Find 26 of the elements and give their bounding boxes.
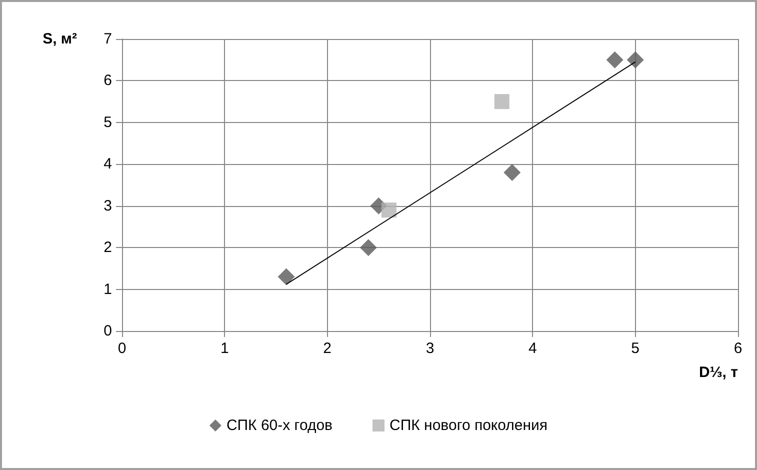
y-tick-label: 4 [104, 156, 112, 173]
y-tick-label: 6 [104, 72, 112, 90]
y-tick-label: 2 [104, 239, 112, 256]
x-tick-label: 5 [631, 340, 640, 357]
point [626, 51, 644, 68]
x-tick-label: 4 [528, 340, 537, 357]
legend-label: СПК нового поколения [390, 417, 548, 434]
x-tick-label: 2 [323, 340, 332, 357]
x-axis-title: D⅓, т [698, 364, 738, 381]
y-tick-label: 7 [104, 30, 112, 48]
y-tick-label: 1 [104, 280, 112, 298]
x-tick-label: 3 [426, 340, 434, 357]
y-tick-label: 5 [104, 114, 112, 131]
legend-label: СПК 60-х годов [226, 417, 333, 434]
y-axis-title: S, м² [42, 30, 77, 48]
x-tick-label: 6 [734, 340, 742, 357]
point [360, 239, 377, 256]
point [606, 51, 624, 68]
y-tick-label: 3 [104, 197, 112, 214]
x-tick-label: 1 [220, 340, 229, 357]
point [278, 268, 295, 286]
point [494, 94, 510, 110]
point [381, 202, 396, 218]
x-tick-label: 0 [118, 340, 126, 357]
y-tick-label: 0 [104, 322, 112, 340]
point [504, 164, 521, 181]
